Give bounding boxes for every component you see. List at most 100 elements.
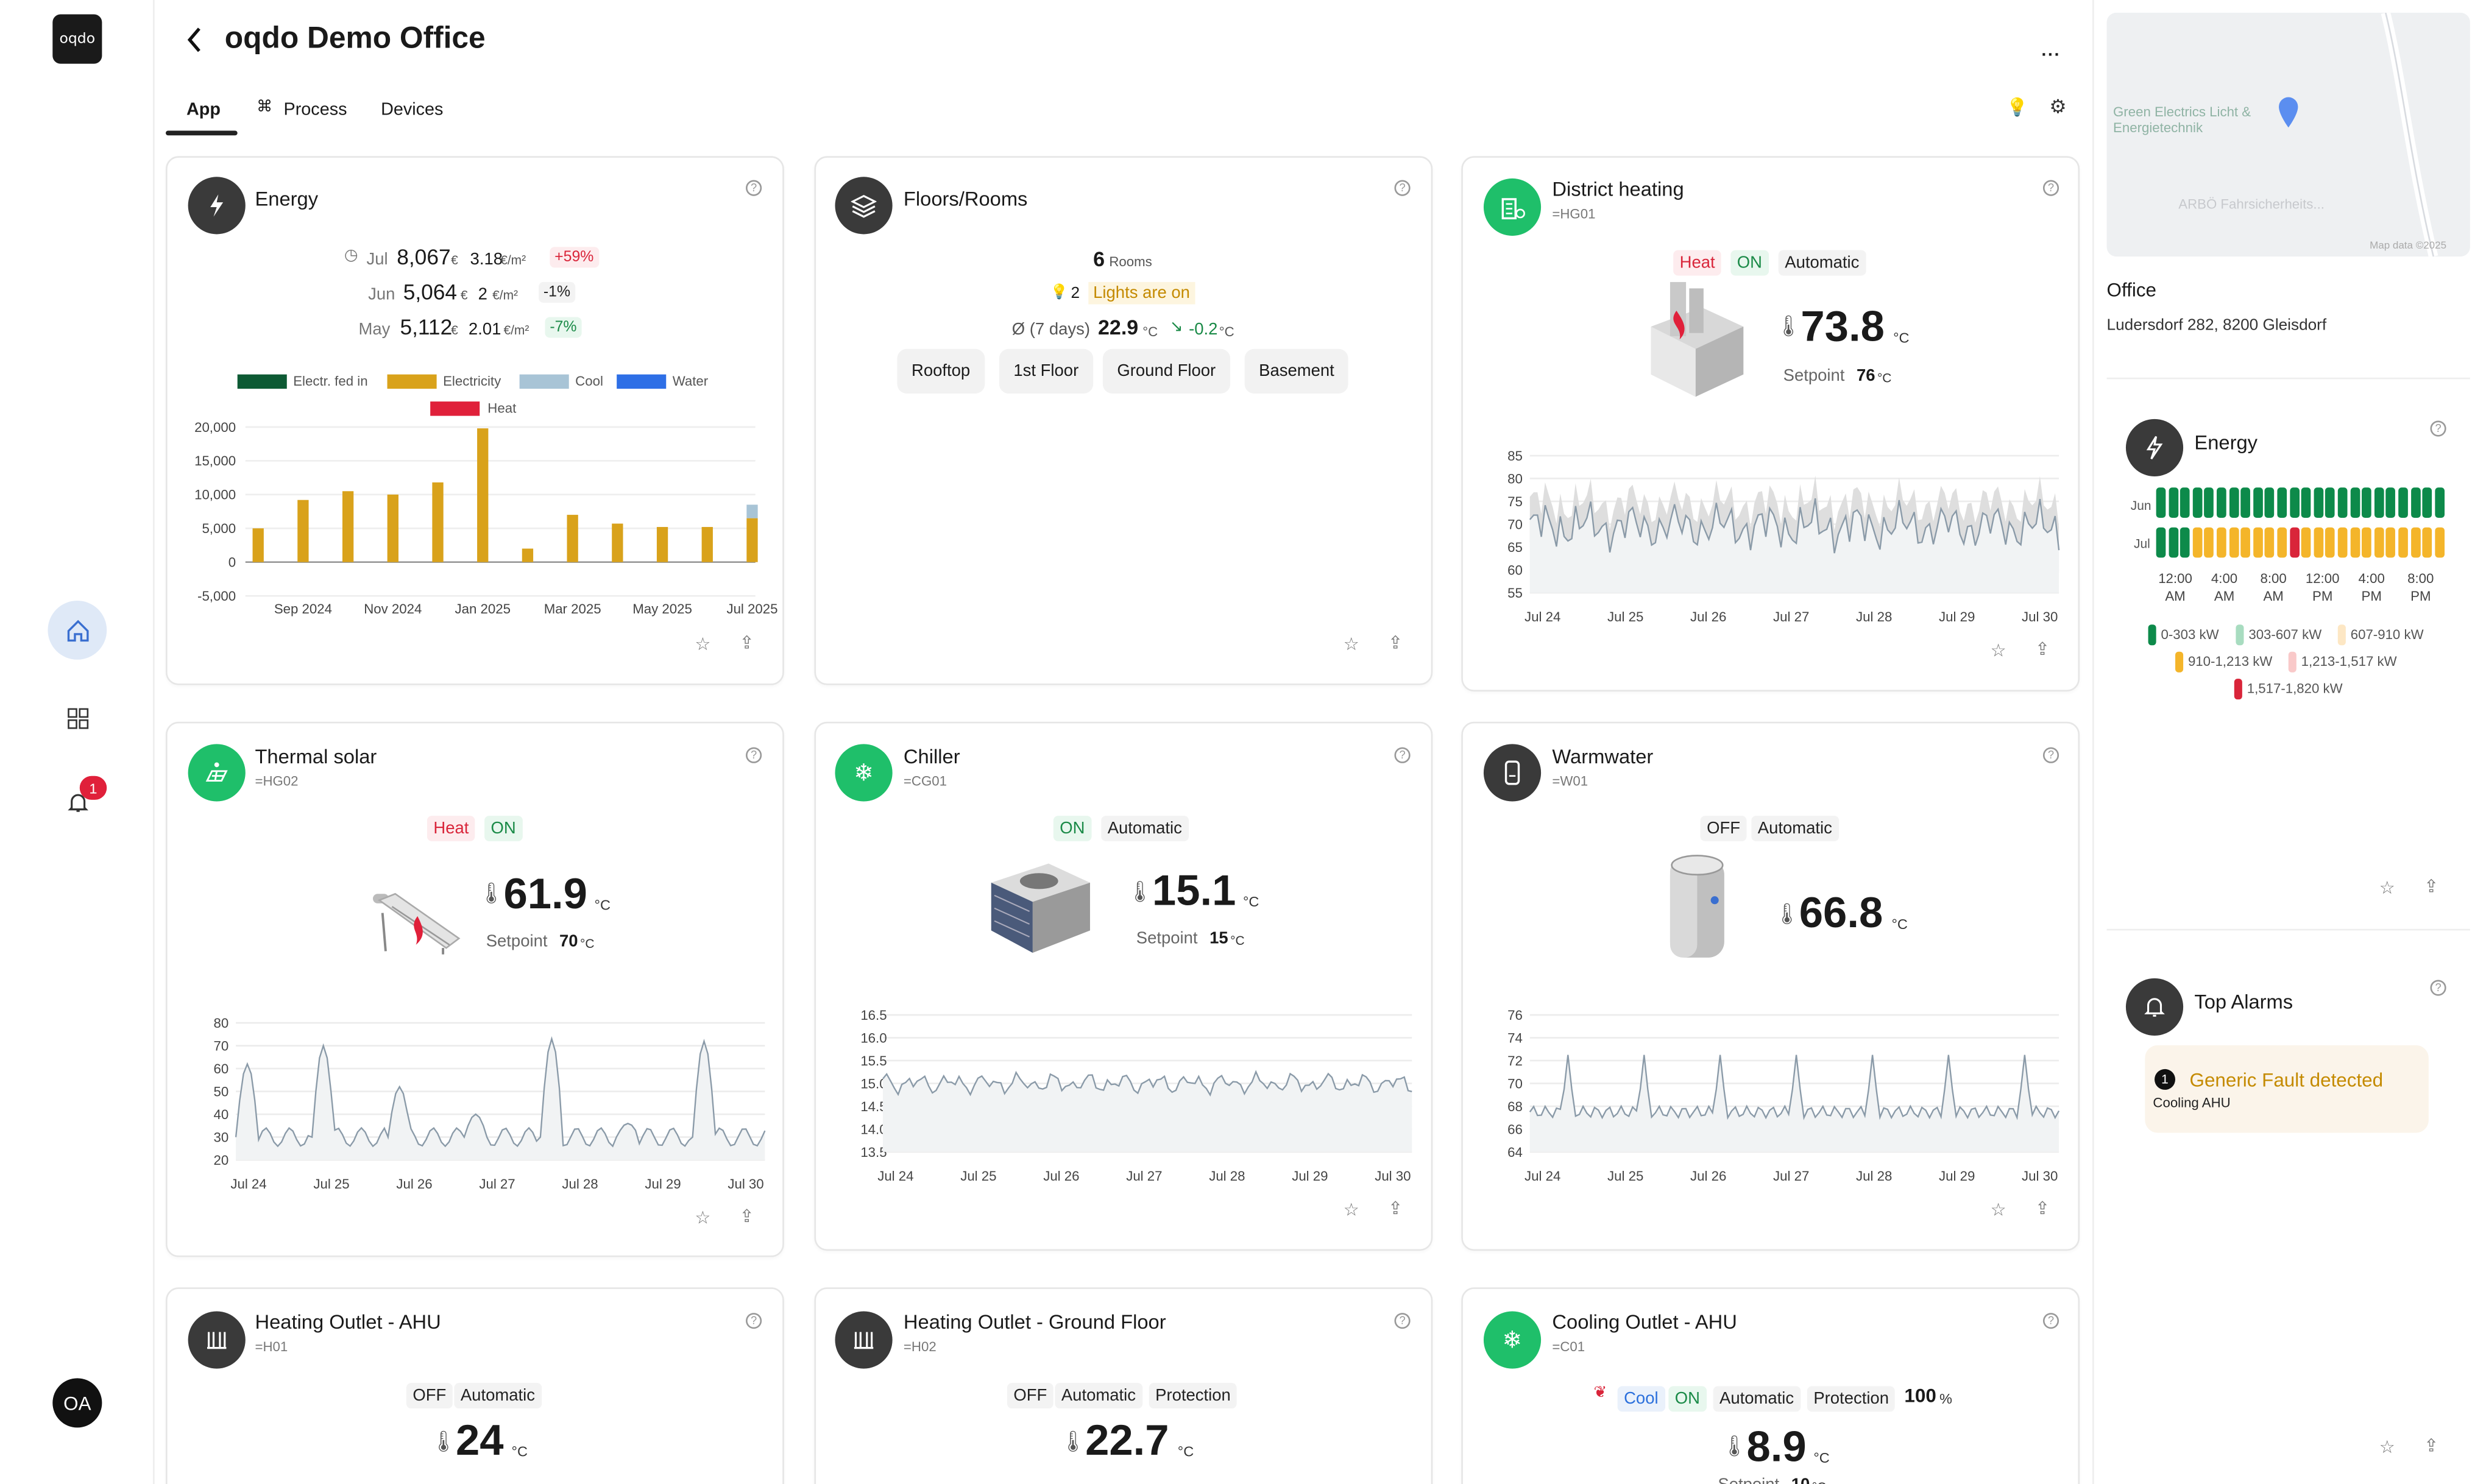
share-icon[interactable]: ⇪ xyxy=(739,634,754,654)
bar-electricity[interactable] xyxy=(297,500,309,562)
help-icon[interactable]: ? xyxy=(2042,180,2059,196)
help-icon[interactable]: ? xyxy=(1394,1313,1411,1329)
heatmap-cell[interactable] xyxy=(2253,487,2263,518)
heatmap-cell[interactable] xyxy=(2386,527,2396,558)
heatmap-cell[interactable] xyxy=(2410,527,2420,558)
heatmap-cell[interactable] xyxy=(2386,487,2396,518)
tab-process[interactable]: Process xyxy=(283,100,347,120)
heatmap-cell[interactable] xyxy=(2180,487,2190,518)
heatmap-cell[interactable] xyxy=(2240,487,2251,518)
heatmap-cell[interactable] xyxy=(2362,487,2372,518)
bar-electricity[interactable] xyxy=(701,527,713,562)
map-pin-icon[interactable] xyxy=(2276,96,2301,131)
heatmap-cell[interactable] xyxy=(2265,527,2275,558)
heatmap-cell[interactable] xyxy=(2217,487,2226,518)
bar-electricity[interactable] xyxy=(746,518,758,562)
room-button-rooftop[interactable]: Rooftop xyxy=(897,348,985,394)
heatmap-cell[interactable] xyxy=(2265,487,2275,518)
heatmap-cell[interactable] xyxy=(2374,527,2384,558)
help-icon[interactable]: ? xyxy=(2430,980,2446,996)
heatmap-cell[interactable] xyxy=(2204,487,2214,518)
bar-cool[interactable] xyxy=(746,504,758,518)
star-icon[interactable]: ☆ xyxy=(2379,879,2395,899)
share-icon[interactable]: ⇪ xyxy=(2424,1437,2439,1457)
lightbulb-icon[interactable]: 💡 xyxy=(2006,99,2028,118)
heatmap-cell[interactable] xyxy=(2337,487,2348,518)
heatmap-cell[interactable] xyxy=(2168,527,2178,558)
bar-electricity[interactable] xyxy=(522,548,534,562)
heatmap-cell[interactable] xyxy=(2398,487,2408,518)
heatmap-cell[interactable] xyxy=(2350,527,2360,558)
temperature-line[interactable] xyxy=(1529,1055,2060,1120)
avatar[interactable]: OA xyxy=(52,1378,102,1428)
heatmap-cell[interactable] xyxy=(2434,527,2445,558)
temperature-line[interactable] xyxy=(235,1036,766,1148)
settings-gear-icon[interactable]: ⚙ xyxy=(2049,95,2067,118)
heatmap-cell[interactable] xyxy=(2180,527,2190,558)
heatmap-cell[interactable] xyxy=(2240,527,2251,558)
bar-electricity[interactable] xyxy=(342,491,354,562)
bar-electricity[interactable] xyxy=(387,494,398,562)
bar-electricity[interactable] xyxy=(656,527,668,562)
heatmap-cell[interactable] xyxy=(2301,527,2311,558)
help-icon[interactable]: ? xyxy=(746,1313,762,1329)
tab-app[interactable]: App xyxy=(186,100,221,120)
heatmap-cell[interactable] xyxy=(2277,487,2287,518)
heatmap-cell[interactable] xyxy=(2168,487,2178,518)
star-icon[interactable]: ☆ xyxy=(1990,1201,2006,1221)
heatmap-cell[interactable] xyxy=(2350,487,2360,518)
help-icon[interactable]: ? xyxy=(2042,1313,2059,1329)
heatmap-cell[interactable] xyxy=(2301,487,2311,518)
heatmap-cell[interactable] xyxy=(2217,527,2226,558)
grid-nav-button[interactable] xyxy=(48,688,107,747)
heatmap-cell[interactable] xyxy=(2362,527,2372,558)
heatmap-cell[interactable] xyxy=(2434,487,2445,518)
share-icon[interactable]: ⇪ xyxy=(1388,1200,1403,1219)
star-icon[interactable]: ☆ xyxy=(695,635,711,655)
home-nav-button[interactable] xyxy=(48,601,107,660)
more-menu-button[interactable]: ... xyxy=(2041,41,2061,61)
temperature-line[interactable] xyxy=(1529,498,2060,554)
help-icon[interactable]: ? xyxy=(746,747,762,763)
heatmap-cell[interactable] xyxy=(2337,527,2348,558)
share-icon[interactable]: ⇪ xyxy=(2424,878,2439,897)
heatmap-cell[interactable] xyxy=(2398,527,2408,558)
heatmap-cell[interactable] xyxy=(2192,487,2202,518)
star-icon[interactable]: ☆ xyxy=(2379,1438,2395,1458)
bar-electricity[interactable] xyxy=(432,482,444,562)
star-icon[interactable]: ☆ xyxy=(1990,642,2006,662)
oqdo-logo[interactable]: oqdo xyxy=(52,14,102,64)
heatmap-cell[interactable] xyxy=(2314,527,2323,558)
bar-electricity[interactable] xyxy=(567,515,578,562)
alarm-item[interactable] xyxy=(2145,1045,2429,1133)
temperature-line[interactable] xyxy=(882,1070,1412,1097)
heatmap-cell[interactable] xyxy=(2314,487,2323,518)
heatmap-cell[interactable] xyxy=(2156,487,2166,518)
star-icon[interactable]: ☆ xyxy=(1343,1201,1359,1221)
help-icon[interactable]: ? xyxy=(1394,180,1411,196)
bar-electricity[interactable] xyxy=(612,523,623,562)
bar-electricity[interactable] xyxy=(252,528,264,562)
share-icon[interactable]: ⇪ xyxy=(739,1207,754,1227)
share-icon[interactable]: ⇪ xyxy=(2034,1200,2050,1219)
tab-devices[interactable]: Devices xyxy=(381,100,444,120)
back-arrow-icon[interactable] xyxy=(185,26,204,54)
heatmap-cell[interactable] xyxy=(2422,487,2432,518)
heatmap-cell[interactable] xyxy=(2156,527,2166,558)
help-icon[interactable]: ? xyxy=(746,180,762,196)
heatmap-cell[interactable] xyxy=(2410,487,2420,518)
heatmap-cell[interactable] xyxy=(2228,487,2239,518)
heatmap-cell[interactable] xyxy=(2192,527,2202,558)
heatmap-cell[interactable] xyxy=(2289,487,2299,518)
heatmap-cell[interactable] xyxy=(2228,527,2239,558)
star-icon[interactable]: ☆ xyxy=(695,1209,711,1229)
share-icon[interactable]: ⇪ xyxy=(2034,640,2050,660)
bar-electricity[interactable] xyxy=(477,428,489,562)
help-icon[interactable]: ? xyxy=(1394,747,1411,763)
heatmap-cell[interactable] xyxy=(2325,487,2335,518)
heatmap-cell[interactable] xyxy=(2277,527,2287,558)
heatmap-cell[interactable] xyxy=(2422,527,2432,558)
heatmap-cell[interactable] xyxy=(2204,527,2214,558)
share-icon[interactable]: ⇪ xyxy=(1388,634,1403,654)
heatmap-cell[interactable] xyxy=(2374,487,2384,518)
